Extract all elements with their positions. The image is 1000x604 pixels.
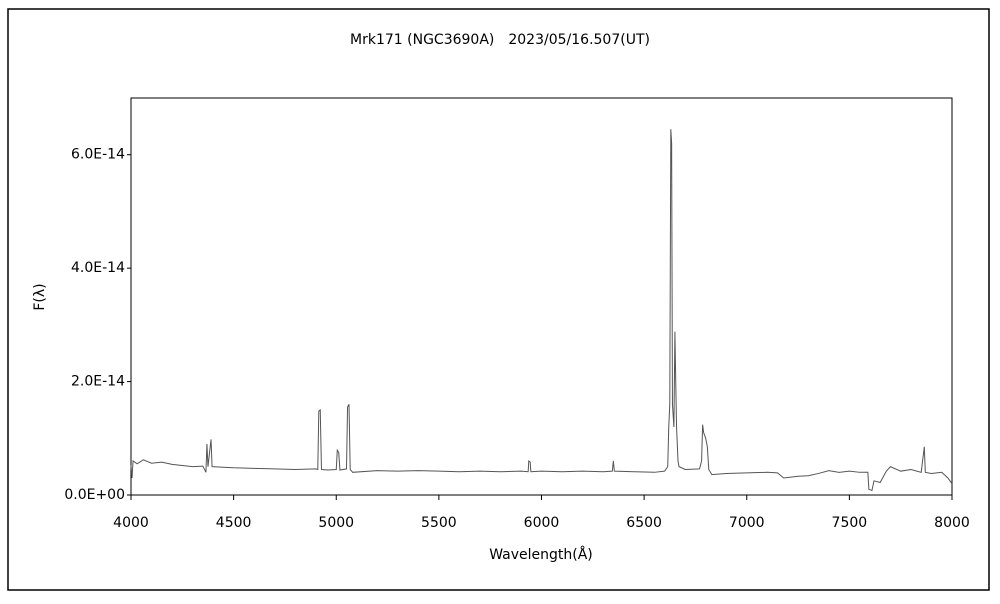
x-tick-label: 8000 [934,515,970,531]
x-tick-label: 7000 [729,515,765,531]
y-tick-label: 0.0E+00 [64,487,125,503]
x-tick-label: 4500 [216,515,252,531]
y-tick-label: 2.0E-14 [71,374,125,390]
x-tick-label: 4000 [113,515,149,531]
y-axis-label: F(λ) [32,283,48,310]
y-tick-label: 6.0E-14 [71,147,125,163]
x-tick-label: 5500 [421,515,457,531]
x-tick-label: 5000 [318,515,354,531]
y-tick-label: 4.0E-14 [71,260,125,276]
chart-title: Mrk171 (NGC3690A) 2023/05/16.507(UT) [350,32,650,48]
plot-frame [130,97,953,496]
outer-frame [7,8,990,591]
x-tick-label: 7500 [832,515,868,531]
x-axis-label: Wavelength(Å) [489,546,593,563]
spectrum-line [130,129,953,492]
x-tick-label: 6000 [524,515,560,531]
x-tick-label: 6500 [626,515,662,531]
